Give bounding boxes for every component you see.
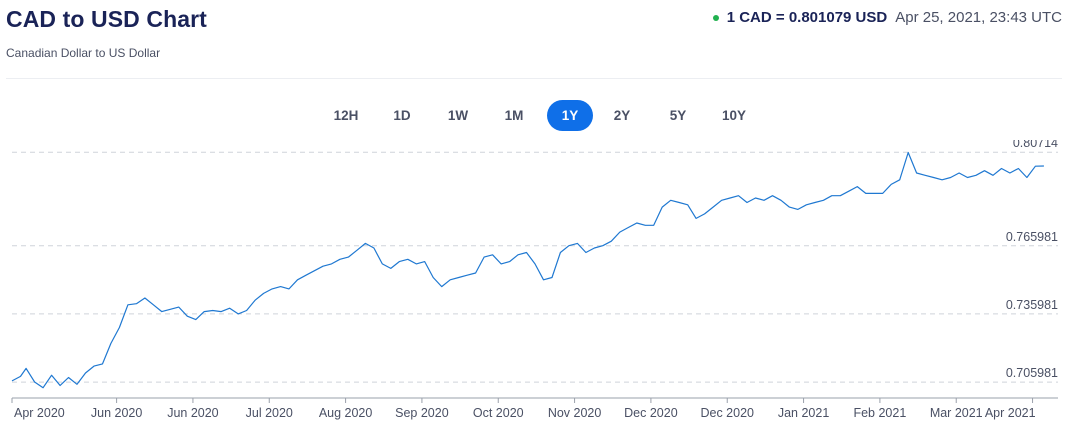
x-tick-label: Oct 2020 — [473, 406, 524, 420]
page-title: CAD to USD Chart — [6, 6, 207, 32]
x-tick-label: Jul 2020 — [246, 406, 293, 420]
x-tick-label: Jan 2021 — [778, 406, 829, 420]
range-1w-button[interactable]: 1W — [432, 100, 484, 131]
page-subtitle: Canadian Dollar to US Dollar — [6, 46, 161, 60]
range-5y-button[interactable]: 5Y — [652, 100, 704, 131]
live-status-icon — [712, 14, 719, 21]
x-tick-label: Dec 2020 — [624, 406, 678, 420]
range-1d-button[interactable]: 1D — [376, 100, 428, 131]
rate-chart[interactable]: 0.80714 0.765981 0.735981 0.705981 Apr 2020 J… — [0, 140, 1072, 433]
range-10y-button[interactable]: 10Y — [708, 100, 760, 131]
live-rate: 1 CAD = 0.801079 USD Apr 25, 2021, 23:43… — [712, 9, 1062, 26]
rate-timestamp: Apr 25, 2021, 23:43 UTC — [895, 9, 1062, 26]
rate-value: 1 CAD = 0.801079 USD — [726, 9, 888, 26]
x-tick-label: Apr 2020 — [14, 406, 65, 420]
range-1m-button[interactable]: 1M — [488, 100, 540, 131]
x-tick-label: Dec 2020 — [700, 406, 754, 420]
y-tick-label: 0.765981 — [1006, 230, 1058, 244]
time-range-selector: 12H 1D 1W 1M 1Y 2Y 5Y 10Y — [320, 100, 764, 131]
x-tick-label: Aug 2020 — [319, 406, 373, 420]
x-tick-label: Mar 2021 — [930, 406, 983, 420]
range-2y-button[interactable]: 2Y — [596, 100, 648, 131]
x-tick-label: Sep 2020 — [395, 406, 449, 420]
header-divider — [6, 78, 1062, 79]
series-line — [11, 151, 1044, 389]
range-1y-button[interactable]: 1Y — [547, 100, 593, 131]
y-tick-label: 0.735981 — [1006, 298, 1058, 312]
x-tick-label: Apr 2021 — [985, 406, 1036, 420]
x-tick-label: Feb 2021 — [853, 406, 906, 420]
x-tick-label: Nov 2020 — [548, 406, 602, 420]
x-tick-label: Jun 2020 — [91, 406, 142, 420]
range-12h-button[interactable]: 12H — [320, 100, 372, 131]
y-tick-label: 0.705981 — [1006, 366, 1058, 380]
x-tick-label: Jun 2020 — [167, 406, 218, 420]
y-tick-label: 0.80714 — [1013, 140, 1058, 150]
